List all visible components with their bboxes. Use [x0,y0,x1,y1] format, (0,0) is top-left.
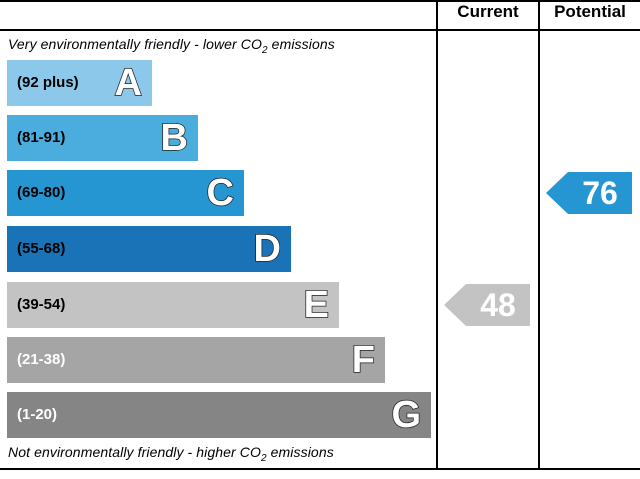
chart-right-border [436,0,438,470]
bottom-border [0,468,640,470]
potential-arrow-shape [546,172,632,214]
band-range-label: (81-91) [17,129,66,146]
band-letter: C [206,171,235,215]
band-c: (69-80) C [7,170,244,216]
header-divider [0,29,640,31]
band-range-label: (21-38) [17,351,66,368]
current-column-header: Current [457,2,519,21]
current-right-border [538,0,540,470]
potential-rating-value: 76 [582,175,618,211]
top-border [0,0,640,2]
band-f: (21-38) F [7,337,385,383]
current-rating-value: 48 [480,287,516,323]
band-letter: A [114,61,143,105]
band-b: (81-91) B [7,115,198,161]
band-range-label: (1-20) [17,406,58,423]
top-caption: Very environmentally friendly - lower CO… [8,36,335,56]
band-letter: F [351,338,376,382]
bottom-caption: Not environmentally friendly - higher CO… [8,444,334,464]
band-range-label: (69-80) [17,184,66,201]
band-g: (1-20) G [7,392,431,438]
potential-column-header: Potential [554,2,626,21]
band-letter: G [391,393,422,437]
band-range-label: (39-54) [17,296,66,313]
band-e: (39-54) E [7,282,339,328]
band-letter: D [253,227,282,271]
band-range-label: (92 plus) [17,74,79,91]
band-d: (55-68) D [7,226,291,272]
band-letter: E [303,283,330,327]
band-range-label: (55-68) [17,240,66,257]
band-letter: B [160,116,189,160]
current-arrow-shape [444,284,530,326]
potential-rating-arrow: 76 [546,172,632,214]
band-a: (92 plus) A [7,60,152,106]
current-rating-arrow: 48 [444,284,530,326]
